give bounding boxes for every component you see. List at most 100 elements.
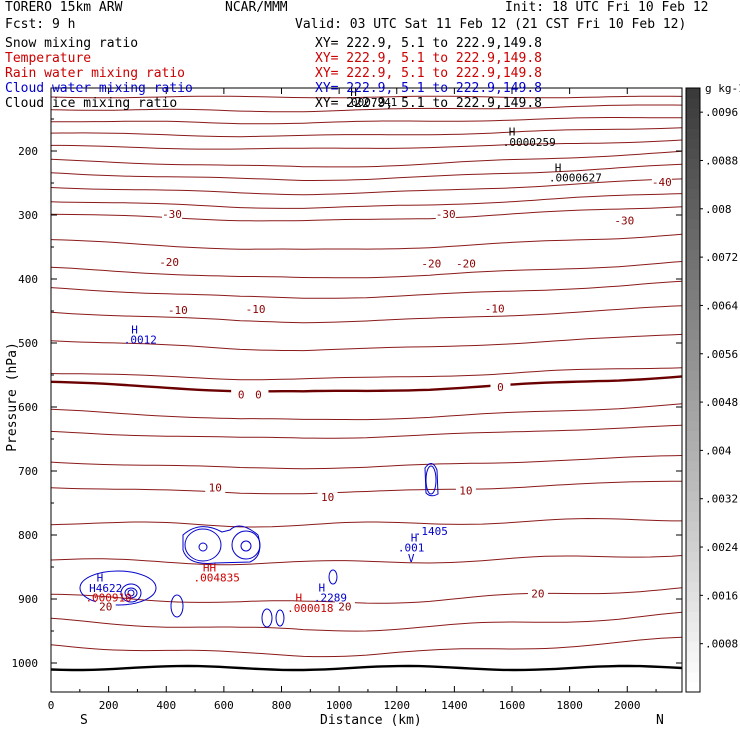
temperature-label: -40 — [652, 176, 672, 189]
colorbar-swatch — [686, 118, 700, 129]
colorbar-swatch — [686, 400, 700, 411]
colorbar-swatch — [686, 440, 700, 451]
temperature-contour-line — [50, 193, 683, 209]
temperature-contour-line — [50, 95, 683, 99]
temperature-contour-line — [50, 480, 683, 495]
legend-cloud-ice-label: Cloud ice mixing ratio — [5, 96, 178, 111]
colorbar-swatch — [686, 530, 700, 542]
maximum-label: H — [411, 531, 418, 544]
direction-south: S — [80, 713, 88, 728]
colorbar-swatch — [686, 138, 700, 149]
colorbar-swatch — [686, 410, 700, 421]
maximum-label: H — [97, 572, 104, 585]
colorbar-label: .0064 — [705, 299, 738, 312]
cloud-water-contour — [124, 587, 138, 599]
colorbar-label: .0056 — [705, 348, 738, 361]
maximum-label: .0012 — [124, 334, 157, 347]
cloud-water-contour — [231, 530, 261, 560]
plot-border — [50, 87, 683, 693]
label-background — [245, 303, 266, 315]
maximum-label: .0000259 — [503, 136, 556, 149]
colorbar-swatch — [686, 178, 700, 190]
label-background — [231, 389, 252, 401]
colorbar-swatch — [686, 349, 700, 361]
label-background — [651, 177, 672, 189]
colorbar-swatch — [686, 591, 700, 602]
temperature-label: 10 — [321, 491, 334, 504]
x-tick-label: 1600 — [499, 699, 526, 712]
colorbar-swatch — [686, 450, 700, 462]
legend-snow-label: Snow mixing ratio — [5, 36, 139, 51]
label-background — [167, 305, 188, 317]
y-tick-label: 200 — [18, 145, 38, 158]
colorbar-swatch — [686, 480, 700, 492]
temperature-label: 10 — [459, 485, 472, 498]
cloud-water-contour — [127, 589, 135, 597]
label-background — [421, 258, 442, 270]
colorbar-swatch — [686, 208, 700, 220]
maximum-label: HH — [203, 561, 216, 574]
cloud-water-contour — [275, 609, 285, 627]
temperature-contour-line — [50, 587, 683, 604]
colorbar-border — [685, 87, 701, 693]
x-tick-label: 1000 — [326, 699, 353, 712]
colorbar-swatch — [686, 249, 700, 260]
legend-cloud-water-xy: XY= 222.9, 5.1 to 222.9,149.8 — [315, 81, 542, 96]
maximum-label: .0000627 — [549, 172, 602, 185]
x-tick-label: 600 — [214, 699, 234, 712]
colorbar-swatch — [686, 359, 700, 371]
cloud-water-contour — [425, 465, 437, 495]
y-tick-label: 300 — [18, 209, 38, 222]
legend-temperature-label: Temperature — [5, 51, 92, 66]
colorbar-swatch — [686, 541, 700, 552]
label-background — [455, 258, 476, 270]
cloud-water-contour — [120, 583, 142, 603]
x-tick-label: 1800 — [556, 699, 583, 712]
colorbar-swatch — [686, 329, 700, 341]
temperature-contour-line — [50, 517, 682, 528]
label-background — [490, 382, 511, 393]
y-tick-label: 900 — [18, 593, 38, 606]
colorbar-label: .0048 — [705, 396, 738, 409]
y-tick-label: 700 — [18, 465, 38, 478]
temperature-contour-line — [50, 178, 683, 196]
colorbar-swatch — [686, 651, 700, 663]
colorbar-swatch — [686, 460, 700, 472]
temperature-label: -20 — [421, 257, 441, 270]
label-background — [455, 485, 476, 497]
legend-snow-xy: XY= 222.9, 5.1 to 222.9,149.8 — [315, 36, 542, 51]
maximum-label: H — [350, 86, 357, 99]
colorbar-label: .0016 — [705, 589, 738, 602]
temperature-contour-line — [50, 261, 683, 279]
y-axis-title: Pressure (hPa) — [4, 342, 20, 452]
temperature-contour-line — [50, 127, 683, 138]
colorbar-swatch — [686, 581, 700, 592]
colorbar-swatch — [686, 379, 700, 391]
colorbar-swatch — [686, 551, 700, 562]
legend-cloud-water-label: Cloud water mixing ratio — [5, 81, 193, 96]
temperature-label: -30 — [436, 208, 456, 221]
legend-rain-xy: XY= 222.9, 5.1 to 222.9,149.8 — [315, 66, 542, 81]
label-background — [159, 257, 180, 269]
colorbar-label: .0024 — [705, 541, 738, 554]
colorbar-swatch — [686, 661, 700, 673]
label-background — [484, 303, 505, 315]
colorbar-swatch — [686, 98, 700, 109]
colorbar-swatch — [686, 188, 700, 200]
temperature-label: 20 — [99, 601, 112, 614]
label-background — [95, 601, 116, 613]
temperature-contour-line — [50, 664, 683, 672]
y-tick-label: 500 — [18, 337, 38, 350]
maximum-label: .2289 — [314, 592, 347, 605]
direction-north: N — [656, 713, 664, 728]
cloud-water-contour — [198, 542, 208, 552]
colorbar-swatch — [686, 339, 700, 351]
colorbar-label: .0072 — [705, 251, 738, 264]
temperature-contour-line — [50, 375, 683, 393]
maximum-label: .1405 — [415, 525, 448, 538]
colorbar-swatch — [686, 681, 700, 693]
colorbar-swatch — [686, 510, 700, 522]
maximum-label: H — [555, 161, 562, 174]
x-tick-label: 400 — [156, 699, 176, 712]
